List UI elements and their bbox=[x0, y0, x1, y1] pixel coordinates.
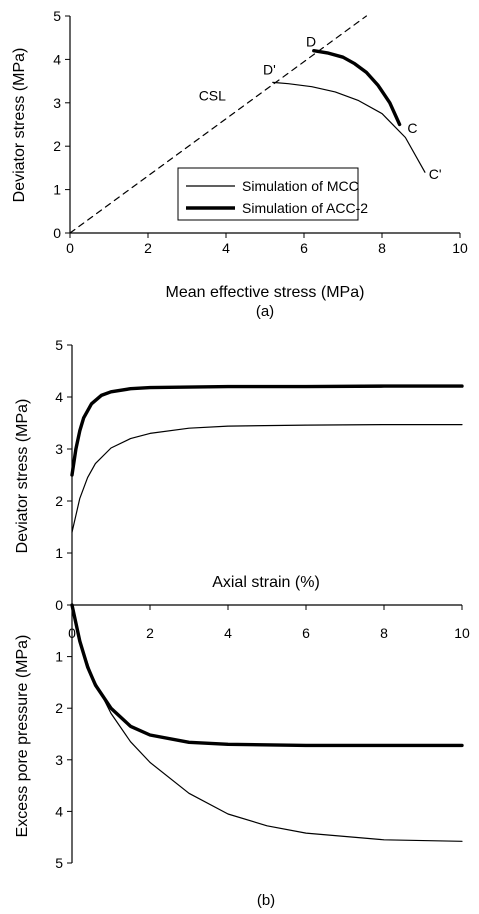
panel-b-y-tick-label-top: 4 bbox=[55, 389, 63, 405]
panel-a-x-tick-label: 10 bbox=[452, 240, 468, 256]
panel-a-x-tick-label: 6 bbox=[300, 240, 308, 256]
panel-a-y-tick-label: 5 bbox=[53, 8, 61, 24]
panel-a: 0 2 4 6 8 10 0 1 2 3 4 5 CSL D' D C C' Simulation of M… bbox=[11, 8, 468, 320]
panel-a-annotation: D' bbox=[263, 62, 276, 78]
panel-a-annotation: C' bbox=[429, 166, 442, 182]
panel-b-y-tick-label-top: 1 bbox=[55, 545, 63, 561]
panel-b-x-tick-label: 4 bbox=[224, 625, 232, 641]
panel-b-y-tick-label-top: 5 bbox=[55, 337, 63, 353]
panel-b-y-title-bottom: Excess pore pressure (MPa) bbox=[14, 635, 31, 838]
panel-b-x-tick-label: 0 bbox=[68, 625, 76, 641]
panel-a-annotation: CSL bbox=[199, 88, 226, 104]
panel-b-pore-pressure-series-simulation-of-acc-2 bbox=[70, 603, 464, 748]
panel-a-y-tick-label: 3 bbox=[53, 95, 61, 111]
panel-b-y-tick-label-bottom: 1 bbox=[55, 649, 63, 665]
legend-box bbox=[177, 167, 359, 221]
panel-b-pore-pressure-series-simulation-of-mcc bbox=[71, 604, 463, 842]
panel-b-y-tick-label-top: 3 bbox=[55, 441, 63, 457]
panel-b-deviator-series-simulation-of-acc-2 bbox=[70, 384, 464, 477]
panel-b-x-tick-label: 8 bbox=[380, 625, 388, 641]
panel-a-series-csl bbox=[69, 15, 367, 234]
panel-b-x-title: Axial strain (%) bbox=[212, 574, 320, 591]
panel-a-y-tick-label: 2 bbox=[53, 138, 61, 154]
panel-a-series-simulation-of-mcc bbox=[272, 81, 426, 173]
panel-a-y-tick-label: 0 bbox=[53, 225, 61, 241]
panel-b-y-tick-label-top: 2 bbox=[55, 493, 63, 509]
panel-b-x-tick-label: 2 bbox=[146, 625, 154, 641]
panel-a-y-tick-label: 1 bbox=[53, 182, 61, 198]
panel-b-y-title-top: Deviator stress (MPa) bbox=[14, 399, 31, 554]
panel-a-x-tick-label: 4 bbox=[222, 240, 230, 256]
panel-b-y-tick-label-bottom: 3 bbox=[55, 752, 63, 768]
legend-label-mcc: Simulation of MCC bbox=[242, 178, 359, 194]
panel-b-deviator-series-simulation-of-mcc bbox=[71, 424, 463, 533]
panel-b-x-tick-label: 10 bbox=[454, 625, 470, 641]
panel-a-annotation: C bbox=[407, 120, 417, 136]
panel-b-y-tick-label-bottom: 4 bbox=[55, 803, 63, 819]
panel-a-x-tick-label: 0 bbox=[66, 240, 74, 256]
panel-a-caption: (a) bbox=[256, 303, 274, 320]
panel-b-y-tick-label-bottom: 2 bbox=[55, 700, 63, 716]
panel-a-x-title: Mean effective stress (MPa) bbox=[166, 284, 365, 301]
panel-b-caption: (b) bbox=[257, 892, 275, 909]
panel-a-x-tick-label: 2 bbox=[144, 240, 152, 256]
legend-label-acc2: Simulation of ACC-2 bbox=[242, 200, 368, 216]
panel-a-x-tick-label: 8 bbox=[378, 240, 386, 256]
panel-a-y-tick-label: 4 bbox=[53, 51, 61, 67]
panel-b-y-tick-label-top: 0 bbox=[55, 597, 63, 613]
panel-b-x-tick-label: 6 bbox=[302, 625, 310, 641]
panel-a-annotation: D bbox=[306, 33, 316, 49]
panel-a-series-simulation-of-acc-2 bbox=[312, 49, 402, 127]
panel-a-y-title: Deviator stress (MPa) bbox=[11, 48, 28, 203]
panel-b-y-tick-label-bottom: 5 bbox=[55, 855, 63, 871]
panel-a-legend: Simulation of MCC Simulation of ACC-2 bbox=[177, 167, 368, 221]
